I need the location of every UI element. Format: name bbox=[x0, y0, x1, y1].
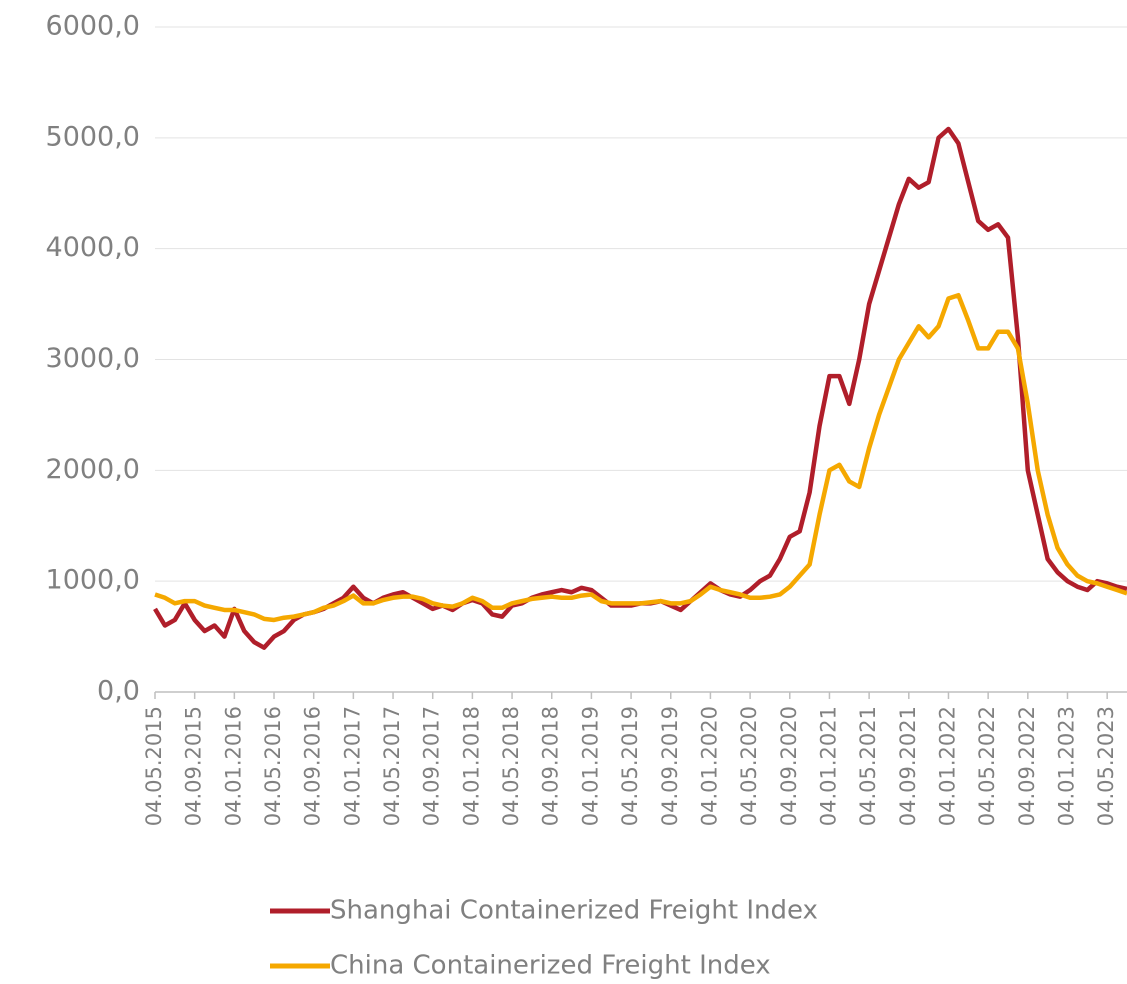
legend-label: Shanghai Containerized Freight Index bbox=[330, 896, 818, 926]
y-tick-label: 2000,0 bbox=[46, 454, 140, 485]
x-tick-label: 04.05.2023 bbox=[1094, 706, 1118, 826]
y-tick-label: 1000,0 bbox=[46, 565, 140, 596]
x-tick-label: 04.09.2022 bbox=[1015, 706, 1039, 826]
x-tick-label: 04.05.2018 bbox=[499, 706, 523, 826]
y-tick-label: 6000,0 bbox=[46, 11, 140, 42]
series-line bbox=[153, 126, 1127, 650]
x-tick-label: 04.05.2016 bbox=[261, 706, 285, 826]
x-tick-label: 04.01.2018 bbox=[459, 706, 483, 826]
x-tick-label: 04.01.2023 bbox=[1054, 706, 1078, 826]
x-tick-label: 04.05.2022 bbox=[975, 706, 999, 826]
legend-label: China Containerized Freight Index bbox=[330, 951, 771, 981]
x-tick-label: 04.09.2019 bbox=[658, 706, 682, 826]
x-tick-label: 04.09.2018 bbox=[539, 706, 563, 826]
x-tick-label: 04.01.2017 bbox=[340, 706, 364, 826]
x-tick-label: 04.09.2016 bbox=[301, 706, 325, 826]
y-tick-label: 5000,0 bbox=[46, 121, 140, 152]
y-tick-label: 3000,0 bbox=[46, 343, 140, 374]
x-tick-label: 04.05.2017 bbox=[380, 706, 404, 826]
x-tick-label: 04.05.2019 bbox=[618, 706, 642, 826]
x-tick-label: 04.05.2015 bbox=[142, 706, 166, 826]
x-tick-label: 04.09.2015 bbox=[182, 706, 206, 826]
x-tick-label: 04.05.2021 bbox=[856, 706, 880, 826]
x-tick-label: 04.01.2021 bbox=[816, 706, 840, 826]
y-tick-label: 0,0 bbox=[97, 676, 140, 707]
x-tick-label: 04.09.2020 bbox=[777, 706, 801, 826]
series-line bbox=[154, 292, 1127, 623]
x-tick-label: 04.09.2017 bbox=[420, 706, 444, 826]
x-tick-label: 04.05.2020 bbox=[737, 706, 761, 826]
x-tick-label: 04.01.2020 bbox=[697, 706, 721, 826]
y-tick-label: 4000,0 bbox=[46, 232, 140, 263]
x-tick-label: 04.01.2016 bbox=[221, 706, 245, 826]
x-tick-label: 04.01.2022 bbox=[935, 706, 959, 826]
x-tick-label: 04.09.2021 bbox=[896, 706, 920, 826]
x-tick-label: 04.01.2019 bbox=[578, 706, 602, 826]
